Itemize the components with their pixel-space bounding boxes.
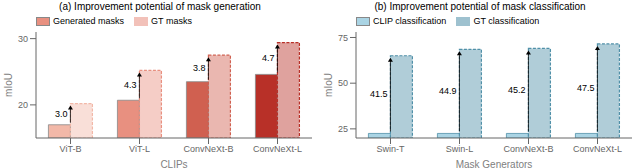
svg-text:mIoU: mIoU bbox=[8, 73, 14, 97]
svg-text:44.9: 44.9 bbox=[439, 86, 457, 96]
svg-text:Swin-T: Swin-T bbox=[376, 144, 405, 154]
html-text:(a) Improvement potential of m: (a) Improvement potential of mask genera… bbox=[59, 1, 261, 12]
svg-text:mIoU: mIoU bbox=[323, 73, 334, 97]
svg-text:75: 75 bbox=[338, 33, 348, 43]
svg-text:ConvNeXt-B: ConvNeXt-B bbox=[183, 144, 233, 154]
svg-text:3.0: 3.0 bbox=[55, 109, 68, 119]
svg-text:ConvNeXt-B: ConvNeXt-B bbox=[503, 144, 553, 154]
svg-text:4.7: 4.7 bbox=[262, 53, 275, 63]
html-text:(b) Improvement potential of m: (b) Improvement potential of mask classi… bbox=[374, 1, 586, 12]
svg-text:50: 50 bbox=[338, 78, 348, 88]
svg-text:ConvNeXt-L: ConvNeXt-L bbox=[253, 144, 302, 154]
html-text:GT masks: GT masks bbox=[151, 16, 192, 26]
html-text:Generated masks: Generated masks bbox=[53, 16, 124, 26]
svg-text:25: 25 bbox=[338, 124, 348, 134]
svg-text:3.8: 3.8 bbox=[193, 63, 206, 73]
svg-text:Swin-L: Swin-L bbox=[446, 144, 474, 154]
svg-text:Mask Generators: Mask Generators bbox=[456, 159, 533, 168]
html-text:CLIP classification: CLIP classification bbox=[373, 16, 447, 26]
svg-text:CLIPs: CLIPs bbox=[160, 159, 187, 168]
svg-text:ViT-B: ViT-B bbox=[60, 144, 82, 154]
svg-text:41.5: 41.5 bbox=[370, 89, 388, 99]
html-text:GT classification: GT classification bbox=[473, 16, 540, 26]
svg-text:20: 20 bbox=[18, 100, 28, 110]
svg-text:ConvNeXt-L: ConvNeXt-L bbox=[573, 144, 622, 154]
svg-text:45.2: 45.2 bbox=[508, 85, 526, 95]
svg-text:30: 30 bbox=[18, 34, 28, 44]
svg-text:4.3: 4.3 bbox=[124, 80, 137, 90]
svg-text:47.5: 47.5 bbox=[577, 83, 595, 93]
svg-text:ViT-L: ViT-L bbox=[129, 144, 150, 154]
